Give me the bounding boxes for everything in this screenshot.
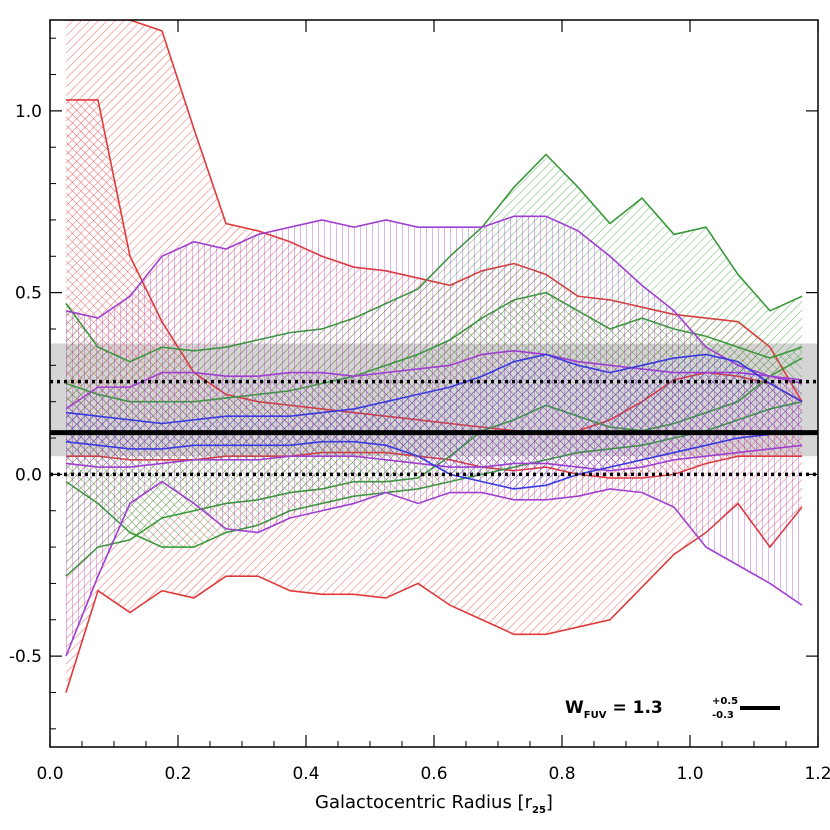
x-tick-label: 1.0 [676,764,703,784]
x-tick-label: 0.2 [164,764,191,784]
band-lower-blue-galaxy [65,429,803,490]
legend: WFUV = 1.3 +0.5 -0.3 [565,696,780,721]
y-tick-label: 0.5 [15,284,42,304]
y-tick-label: 0.0 [15,465,42,485]
band-lower-violet-galaxy-a [65,480,803,657]
y-tick-label: 1.0 [15,102,42,122]
band-lower-red-galaxy-a [65,502,803,693]
x-axis-title: Galactocentric Radius [r25] [315,792,553,816]
y-tick-label: -0.5 [9,647,42,667]
x-axis-title-sub: 25 [532,805,546,816]
legend-equals: = 1.3 [612,698,662,718]
band-fill-blue-galaxy [66,354,802,489]
x-tick-label: 0.6 [420,764,447,784]
legend-label-main: W [565,698,584,718]
plot-area [50,20,818,693]
x-axis-title-main: Galactocentric Radius [r [315,792,533,813]
x-tick-label: 0.4 [292,764,319,784]
band-upper-violet-galaxy-a [65,215,803,381]
band-blue-galaxy [65,353,803,490]
legend-sup: +0.5 [712,696,738,707]
x-tick-label: 0.8 [548,764,575,784]
x-axis-title-end: ] [546,792,553,813]
x-tick-label: 1.2 [804,764,830,784]
ticks-layer: 0.0 0.2 0.4 0.6 0.8 1.0 1.2 -0.5 0.0 0.5 1.0 [9,20,830,784]
legend-label: WFUV = 1.3 [565,698,663,721]
band-upper-blue-galaxy [65,353,803,425]
bands-layer [65,20,803,693]
legend-label-sub: FUV [584,710,607,721]
legend-sub: -0.3 [712,710,734,721]
ref-lines-layer [50,379,818,477]
x-tick-label: 0.0 [36,764,63,784]
